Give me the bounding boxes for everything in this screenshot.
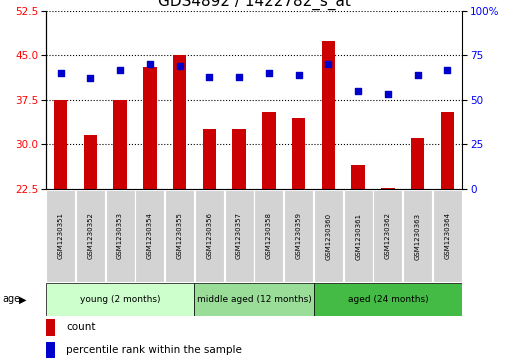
Text: GSM1230359: GSM1230359 xyxy=(296,212,302,260)
Text: middle aged (12 months): middle aged (12 months) xyxy=(197,295,311,304)
Title: GDS4892 / 1422782_s_at: GDS4892 / 1422782_s_at xyxy=(157,0,351,9)
Text: GSM1230356: GSM1230356 xyxy=(206,212,212,260)
Point xyxy=(295,72,303,78)
Bar xyxy=(441,112,454,189)
Text: GSM1230352: GSM1230352 xyxy=(87,212,93,260)
Point xyxy=(56,70,65,76)
Text: GSM1230362: GSM1230362 xyxy=(385,212,391,260)
Text: GSM1230354: GSM1230354 xyxy=(147,212,153,260)
Text: percentile rank within the sample: percentile rank within the sample xyxy=(66,345,242,355)
Point xyxy=(443,67,452,73)
Bar xyxy=(76,190,105,282)
Point xyxy=(146,61,154,67)
Bar xyxy=(54,100,67,189)
Point xyxy=(205,74,213,79)
Point xyxy=(414,72,422,78)
Text: GSM1230351: GSM1230351 xyxy=(57,212,64,260)
Bar xyxy=(203,130,216,189)
Point xyxy=(384,91,392,97)
Text: ▶: ▶ xyxy=(19,294,27,305)
Text: GSM1230357: GSM1230357 xyxy=(236,212,242,260)
Point xyxy=(176,63,184,69)
Bar xyxy=(143,67,156,189)
Point xyxy=(235,74,243,79)
Bar xyxy=(225,190,253,282)
Point xyxy=(354,88,362,94)
Bar xyxy=(195,283,313,316)
Bar xyxy=(135,190,165,282)
Text: GSM1230363: GSM1230363 xyxy=(415,212,421,260)
Bar xyxy=(165,190,194,282)
Bar xyxy=(343,190,373,282)
Bar xyxy=(373,190,402,282)
Bar xyxy=(106,190,135,282)
Text: GSM1230364: GSM1230364 xyxy=(444,212,451,260)
Bar xyxy=(403,190,432,282)
Bar xyxy=(314,190,343,282)
Bar xyxy=(292,118,305,189)
Point xyxy=(265,70,273,76)
Bar xyxy=(284,190,313,282)
Bar xyxy=(46,319,55,336)
Bar xyxy=(322,41,335,189)
Text: GSM1230353: GSM1230353 xyxy=(117,212,123,260)
Bar xyxy=(173,55,186,189)
Bar xyxy=(195,190,224,282)
Bar xyxy=(233,130,246,189)
Point xyxy=(86,76,94,81)
Point xyxy=(116,67,124,73)
Text: age: age xyxy=(3,294,21,305)
Bar xyxy=(46,342,55,358)
Bar xyxy=(352,165,365,189)
Text: young (2 months): young (2 months) xyxy=(80,295,161,304)
Text: GSM1230361: GSM1230361 xyxy=(355,212,361,260)
Point xyxy=(324,61,332,67)
Text: GSM1230358: GSM1230358 xyxy=(266,212,272,260)
Bar xyxy=(84,135,97,189)
Bar xyxy=(433,190,462,282)
Bar xyxy=(46,190,75,282)
Text: GSM1230360: GSM1230360 xyxy=(326,212,331,260)
Bar xyxy=(411,138,424,189)
Bar xyxy=(113,100,127,189)
Text: GSM1230355: GSM1230355 xyxy=(177,212,182,260)
Bar xyxy=(313,283,462,316)
Bar xyxy=(255,190,283,282)
Text: aged (24 months): aged (24 months) xyxy=(347,295,428,304)
Bar xyxy=(46,283,195,316)
Bar xyxy=(381,188,395,189)
Bar xyxy=(262,112,275,189)
Text: count: count xyxy=(66,322,96,332)
